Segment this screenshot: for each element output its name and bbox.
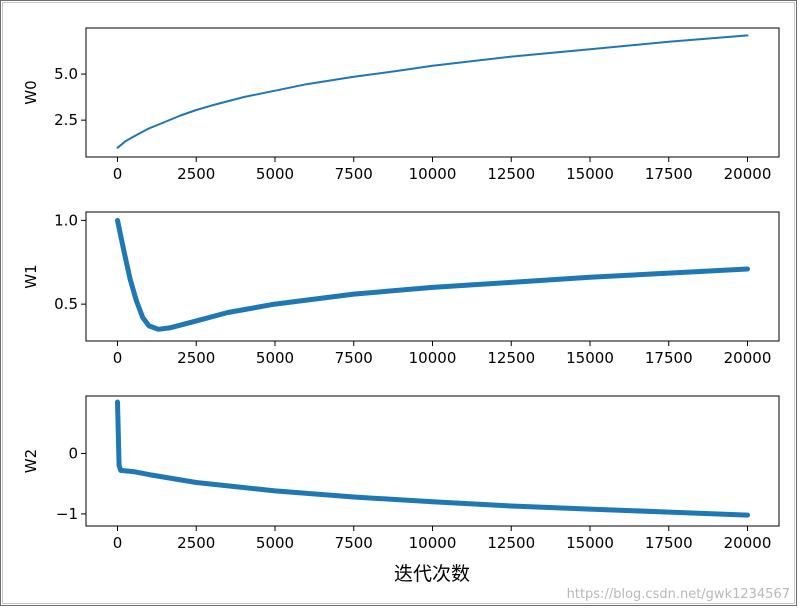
x-tick-label: 10000	[409, 165, 457, 183]
x-tick-label: 5000	[256, 349, 294, 367]
y-tick-label: 2.5	[54, 111, 78, 129]
axes-frame	[85, 27, 780, 158]
subplot-w2: 0 2500 5000 7500 10000 12500 15000 17500 20000 −1…	[22, 395, 780, 552]
x-tick-label: 7500	[335, 165, 373, 183]
x-tick-label: 15000	[566, 349, 614, 367]
x-tick-label: 10000	[409, 534, 457, 552]
series-line	[115, 399, 750, 518]
series-line	[116, 34, 749, 149]
x-tick-label: 17500	[645, 349, 693, 367]
y-tick-label: −1	[56, 505, 78, 523]
watermark-text: https://blog.csdn.net/gwk1234567	[567, 587, 790, 602]
x-tick-label: 2500	[177, 165, 215, 183]
x-axis-label: 迭代次数	[394, 563, 470, 585]
x-tick-label: 20000	[724, 349, 772, 367]
y-tick-label: 5.0	[54, 65, 78, 83]
x-tick-label: 15000	[566, 534, 614, 552]
y-tick-label: 1.0	[54, 211, 78, 229]
x-tick-label: 20000	[724, 165, 772, 183]
y-axis-label: W0	[22, 80, 40, 104]
y-axis-label: W1	[22, 264, 40, 288]
x-tick-label: 15000	[566, 165, 614, 183]
x-tick-label: 2500	[177, 349, 215, 367]
x-tick-label: 17500	[645, 165, 693, 183]
y-tick-label: 0.5	[54, 295, 78, 313]
x-tick-label: 20000	[724, 534, 772, 552]
subplot-w1: 0 2500 5000 7500 10000 12500 15000 17500 20000 0.…	[22, 211, 780, 367]
x-tick-label: 7500	[335, 349, 373, 367]
series-line	[115, 217, 750, 332]
subplot-w0: 0 2500 5000 7500 10000 12500 15000 17500 20000 2.…	[22, 27, 780, 183]
x-tick-label: 10000	[409, 349, 457, 367]
x-tick-label: 5000	[256, 165, 294, 183]
x-tick-label: 5000	[256, 534, 294, 552]
x-tick-label: 17500	[645, 534, 693, 552]
y-tick-label: 0	[68, 444, 78, 462]
x-tick-label: 2500	[177, 534, 215, 552]
x-tick-label: 0	[113, 165, 123, 183]
x-tick-label: 7500	[335, 534, 373, 552]
x-tick-label: 0	[113, 349, 123, 367]
x-tick-label: 12500	[487, 165, 535, 183]
x-tick-label: 0	[113, 534, 123, 552]
x-tick-label: 12500	[487, 349, 535, 367]
x-tick-label: 12500	[487, 534, 535, 552]
y-axis-label: W2	[22, 449, 40, 473]
subplots: 0 2500 5000 7500 10000 12500 15000 17500 20000 2.…	[22, 27, 780, 552]
axes-frame	[85, 395, 780, 527]
